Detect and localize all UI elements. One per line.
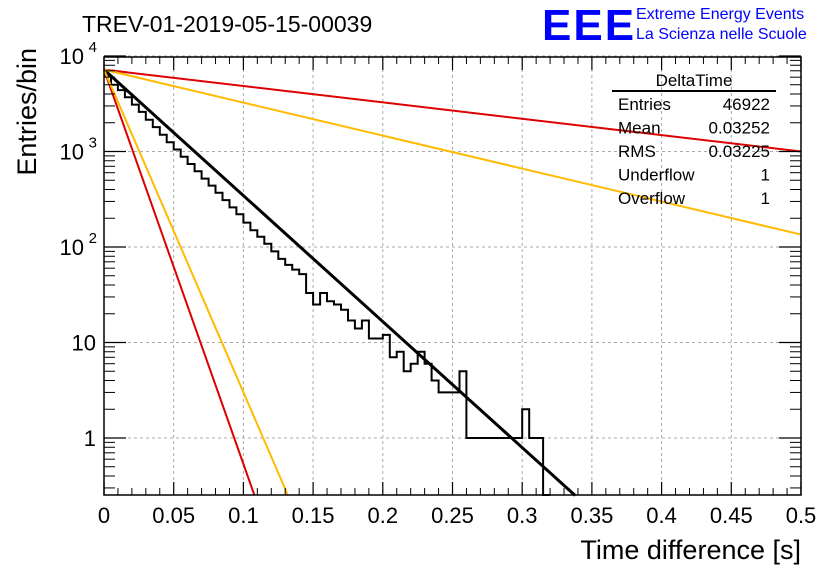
x-tick-label: 0.3 bbox=[507, 503, 538, 528]
x-tick-label: 0.05 bbox=[152, 503, 195, 528]
y-tick-label: 10 bbox=[60, 235, 84, 260]
stats-row-value: 0.03252 bbox=[709, 119, 770, 138]
stats-rows: Entries 46922 Mean 0.03252 RMS 0.03225 Underfl… bbox=[618, 95, 770, 208]
fit-line-5 bbox=[103, 69, 289, 496]
stats-row-label: Mean bbox=[618, 119, 661, 138]
x-tick-label: 0.45 bbox=[710, 503, 753, 528]
fit-line-3 bbox=[103, 68, 802, 236]
stats-row-label: Entries bbox=[618, 95, 671, 114]
stats-title: DeltaTime bbox=[656, 71, 733, 90]
logo-line-2: La Scienza nelle Scuole bbox=[636, 26, 807, 43]
fit-line-2 bbox=[103, 68, 802, 153]
x-tick-label: 0.15 bbox=[292, 503, 335, 528]
histogram-series bbox=[104, 74, 551, 496]
eee-logo: EEE bbox=[542, 1, 636, 50]
series-layer bbox=[102, 68, 802, 497]
y-axis-title: Entries/bin bbox=[12, 48, 42, 176]
y-tick-exponent: 4 bbox=[89, 39, 97, 56]
tick-labels: 0 0.05 0.1 0.15 0.2 0.25 0.3 0.35 0.4 0.45 0.5 1 10 1… bbox=[60, 39, 817, 528]
x-axis-title: Time difference [s] bbox=[580, 535, 801, 565]
stats-row-value: 1 bbox=[761, 166, 770, 185]
stats-row-label: Overflow bbox=[618, 189, 686, 208]
x-tick-label: 0.1 bbox=[228, 503, 259, 528]
x-tick-label: 0.2 bbox=[368, 503, 399, 528]
y-tick-exponent: 3 bbox=[89, 135, 97, 152]
logo-line-1: Extreme Energy Events bbox=[636, 6, 804, 23]
x-tick-label: 0 bbox=[98, 503, 110, 528]
grid-lines bbox=[104, 55, 801, 495]
stats-box: DeltaTime Entries 46922 Mean 0.03252 RMS 0.03… bbox=[612, 71, 776, 208]
fit-line-1 bbox=[102, 68, 577, 497]
stats-row-label: Underflow bbox=[618, 166, 695, 185]
x-tick-label: 0.25 bbox=[431, 503, 474, 528]
x-tick-label: 0.35 bbox=[570, 503, 613, 528]
axis-ticks bbox=[103, 55, 802, 495]
stats-row-value: 1 bbox=[761, 189, 770, 208]
stats-row-value: 0.03225 bbox=[709, 142, 770, 161]
stats-row-value: 46922 bbox=[723, 95, 770, 114]
y-tick-label: 10 bbox=[72, 331, 96, 356]
y-tick-label: 10 bbox=[60, 44, 84, 69]
y-tick-label: 10 bbox=[60, 140, 84, 165]
fit-line-4 bbox=[103, 69, 256, 496]
y-tick-exponent: 2 bbox=[89, 230, 97, 247]
stats-row-label: RMS bbox=[618, 142, 656, 161]
y-tick-label: 1 bbox=[84, 426, 96, 451]
x-tick-label: 0.4 bbox=[646, 503, 677, 528]
chart-title: TREV-01-2019-05-15-00039 bbox=[82, 11, 372, 37]
x-tick-label: 0.5 bbox=[786, 503, 817, 528]
